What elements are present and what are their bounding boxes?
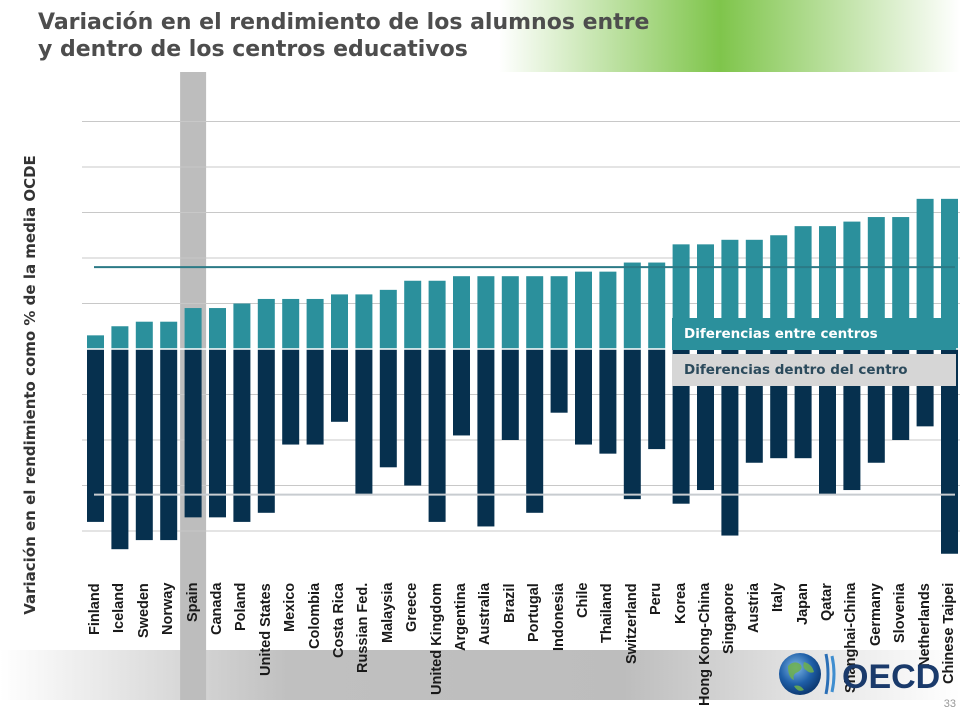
- bar-between: [209, 308, 226, 349]
- bar-between: [599, 271, 617, 349]
- x-tick-label: Mexico: [282, 583, 299, 633]
- x-tick-label: Slovenia: [892, 583, 909, 643]
- bar-within: [941, 349, 958, 554]
- x-tick-label: Thailand: [599, 583, 616, 643]
- bar-within: [428, 349, 446, 522]
- x-tick-label: United Kingdom: [428, 583, 445, 695]
- x-tick-label: Switzerland: [623, 583, 640, 664]
- bar-between: [331, 294, 348, 349]
- bar-within: [282, 349, 300, 445]
- x-tick-label: Greece: [404, 583, 421, 633]
- bar-between: [575, 271, 592, 349]
- x-tick-label: Australia: [477, 583, 494, 646]
- bar-within: [306, 349, 324, 445]
- x-tick-label: Argentina: [453, 583, 469, 651]
- bar-within: [160, 349, 178, 541]
- bar-between: [233, 303, 251, 349]
- bar-within: [331, 349, 348, 422]
- bar-between: [87, 335, 104, 349]
- x-tick-label: Peru: [648, 583, 665, 616]
- x-tick-label: Malaysia: [379, 583, 396, 644]
- bar-within: [135, 349, 153, 541]
- bar-within: [550, 349, 568, 413]
- bar-within: [184, 349, 202, 518]
- x-tick-label: Italy: [770, 583, 787, 613]
- bar-within: [575, 349, 592, 445]
- title-banner: [0, 0, 960, 72]
- slide-title-line-1: Variación en el rendimiento de los alumn…: [38, 10, 650, 35]
- bar-between: [526, 276, 544, 349]
- x-tick-label: Costa Rica: [331, 583, 347, 658]
- bar-between: [282, 298, 300, 349]
- x-tick-label: Portugal: [526, 583, 543, 642]
- bar-between: [501, 276, 519, 349]
- x-tick-label: Japan: [794, 583, 811, 625]
- bar-between: [135, 321, 153, 349]
- bar-within: [111, 349, 129, 550]
- bar-between: [428, 280, 446, 349]
- page-number: 33: [943, 698, 956, 710]
- x-tick-label: United States: [257, 583, 274, 676]
- bar-within: [648, 349, 666, 450]
- y-axis-label: Variación en el rendimiento como % de la…: [21, 155, 39, 615]
- x-tick-label: Colombia: [306, 583, 323, 650]
- bar-within: [209, 349, 226, 518]
- bar-within: [623, 349, 641, 500]
- bar-within: [355, 349, 373, 495]
- bar-between: [623, 262, 641, 349]
- globe-icon: [779, 653, 821, 695]
- x-tick-label: Russian Fed.: [355, 583, 372, 674]
- bar-between: [184, 308, 202, 349]
- x-tick-label: Hong Kong-China: [697, 583, 713, 707]
- bar-between: [843, 221, 861, 349]
- x-tick-label: Indonesia: [550, 583, 567, 651]
- x-tick-label: Austria: [745, 583, 762, 633]
- slide-title-line-2: y dentro de los centros educativos: [38, 37, 468, 62]
- bar-between: [404, 280, 422, 349]
- bar-between: [867, 217, 885, 349]
- bar-within: [233, 349, 251, 522]
- bar-between: [477, 276, 495, 349]
- x-tick-label: Spain: [184, 583, 201, 623]
- bar-between: [306, 298, 324, 349]
- bar-between: [941, 198, 958, 349]
- bar-within: [599, 349, 617, 454]
- bar-between: [111, 326, 129, 349]
- x-tick-label: Korea: [672, 583, 689, 625]
- x-tick-label: Sweden: [135, 583, 152, 638]
- oecd-wordmark: OECD: [842, 658, 940, 696]
- bar-within: [721, 349, 739, 536]
- x-tick-label: Canada: [209, 583, 225, 636]
- bar-between: [550, 276, 568, 349]
- bar-within: [501, 349, 519, 440]
- bar-between: [379, 289, 397, 349]
- x-tick-label: Norway: [160, 583, 177, 636]
- x-tick-label: Qatar: [819, 583, 835, 621]
- legend-between-schools: Diferencias entre centros: [672, 318, 956, 350]
- bar-between: [355, 294, 373, 349]
- x-tick-label: Chile: [575, 583, 591, 619]
- legend-within-schools: Diferencias dentro del centro: [672, 354, 956, 386]
- bar-within: [526, 349, 544, 513]
- x-tick-label: Brazil: [501, 583, 518, 623]
- bar-between: [892, 217, 910, 349]
- x-tick-label: Poland: [233, 583, 250, 632]
- bar-within: [477, 349, 495, 527]
- bar-within: [379, 349, 397, 468]
- bar-between: [453, 276, 470, 349]
- bar-within: [257, 349, 275, 513]
- bar-between: [916, 198, 934, 349]
- x-tick-label: Germany: [867, 583, 884, 646]
- bar-between: [160, 321, 178, 349]
- bar-within: [87, 349, 104, 522]
- x-tick-label: Finland: [87, 583, 103, 635]
- x-tick-label: Iceland: [111, 583, 128, 633]
- bar-between: [648, 262, 666, 349]
- bar-within: [453, 349, 470, 436]
- bar-within: [672, 349, 690, 504]
- bar-between: [257, 298, 275, 349]
- x-tick-label: Singapore: [721, 583, 738, 654]
- bar-within: [404, 349, 422, 486]
- oecd-logo: OECD: [779, 653, 940, 696]
